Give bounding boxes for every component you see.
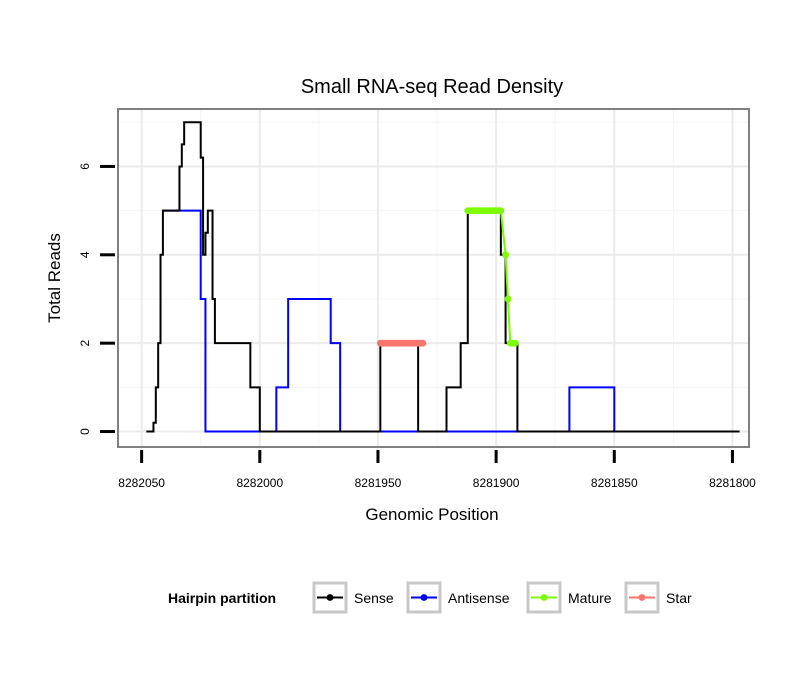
- x-axis-title: Genomic Position: [365, 505, 498, 524]
- legend-item-mature: Mature: [526, 581, 612, 614]
- y-tick-label: 6: [78, 163, 92, 170]
- y-axis: 0 2 4 6: [78, 163, 115, 435]
- y-tick-label: 4: [78, 251, 92, 258]
- legend-key-point: [638, 594, 646, 601]
- star-point: [419, 339, 427, 347]
- x-tick-label: 8282050: [118, 476, 165, 490]
- mature-point: [511, 339, 519, 347]
- plot-border: [117, 108, 750, 448]
- plot-background: [118, 109, 749, 447]
- legend-key-point: [326, 594, 334, 601]
- x-tick-label: 8281950: [355, 476, 402, 490]
- mature-point: [502, 251, 509, 259]
- sense-series-line: [146, 121, 740, 433]
- chart-title: Small RNA-seq Read Density: [301, 76, 563, 98]
- x-tick-label: 8281900: [473, 476, 520, 490]
- legend-label: Mature: [568, 590, 612, 606]
- legend-label: Sense: [354, 590, 394, 606]
- legend-label: Star: [666, 590, 692, 606]
- x-tick-label: 8281850: [591, 476, 638, 490]
- plot-panel: [117, 108, 750, 448]
- legend-key-point: [540, 594, 548, 601]
- antisense-series-line: [162, 209, 740, 433]
- legend-items: Sense Antisense Mature Star: [312, 581, 692, 614]
- x-axis: 8282050 8282000 8281950 8281900 8281850 82818…: [118, 450, 756, 490]
- mature-point: [504, 295, 512, 303]
- x-tick-label: 8282000: [236, 476, 283, 490]
- x-tick-label: 8281800: [709, 476, 756, 490]
- series-layer: [146, 121, 740, 433]
- y-tick-label: 0: [78, 428, 92, 435]
- mature-point: [497, 207, 505, 215]
- y-axis-title: Total Reads: [45, 233, 64, 323]
- y-tick-label: 2: [78, 340, 92, 347]
- legend-item-sense: Sense: [312, 581, 394, 614]
- legend-item-star: Star: [624, 581, 692, 614]
- legend-title: Hairpin partition: [168, 590, 276, 606]
- legend-key-point: [420, 594, 428, 601]
- legend: Hairpin partition Sense Antisense Mature St…: [168, 581, 692, 614]
- legend-item-antisense: Antisense: [406, 581, 510, 614]
- legend-label: Antisense: [448, 590, 510, 606]
